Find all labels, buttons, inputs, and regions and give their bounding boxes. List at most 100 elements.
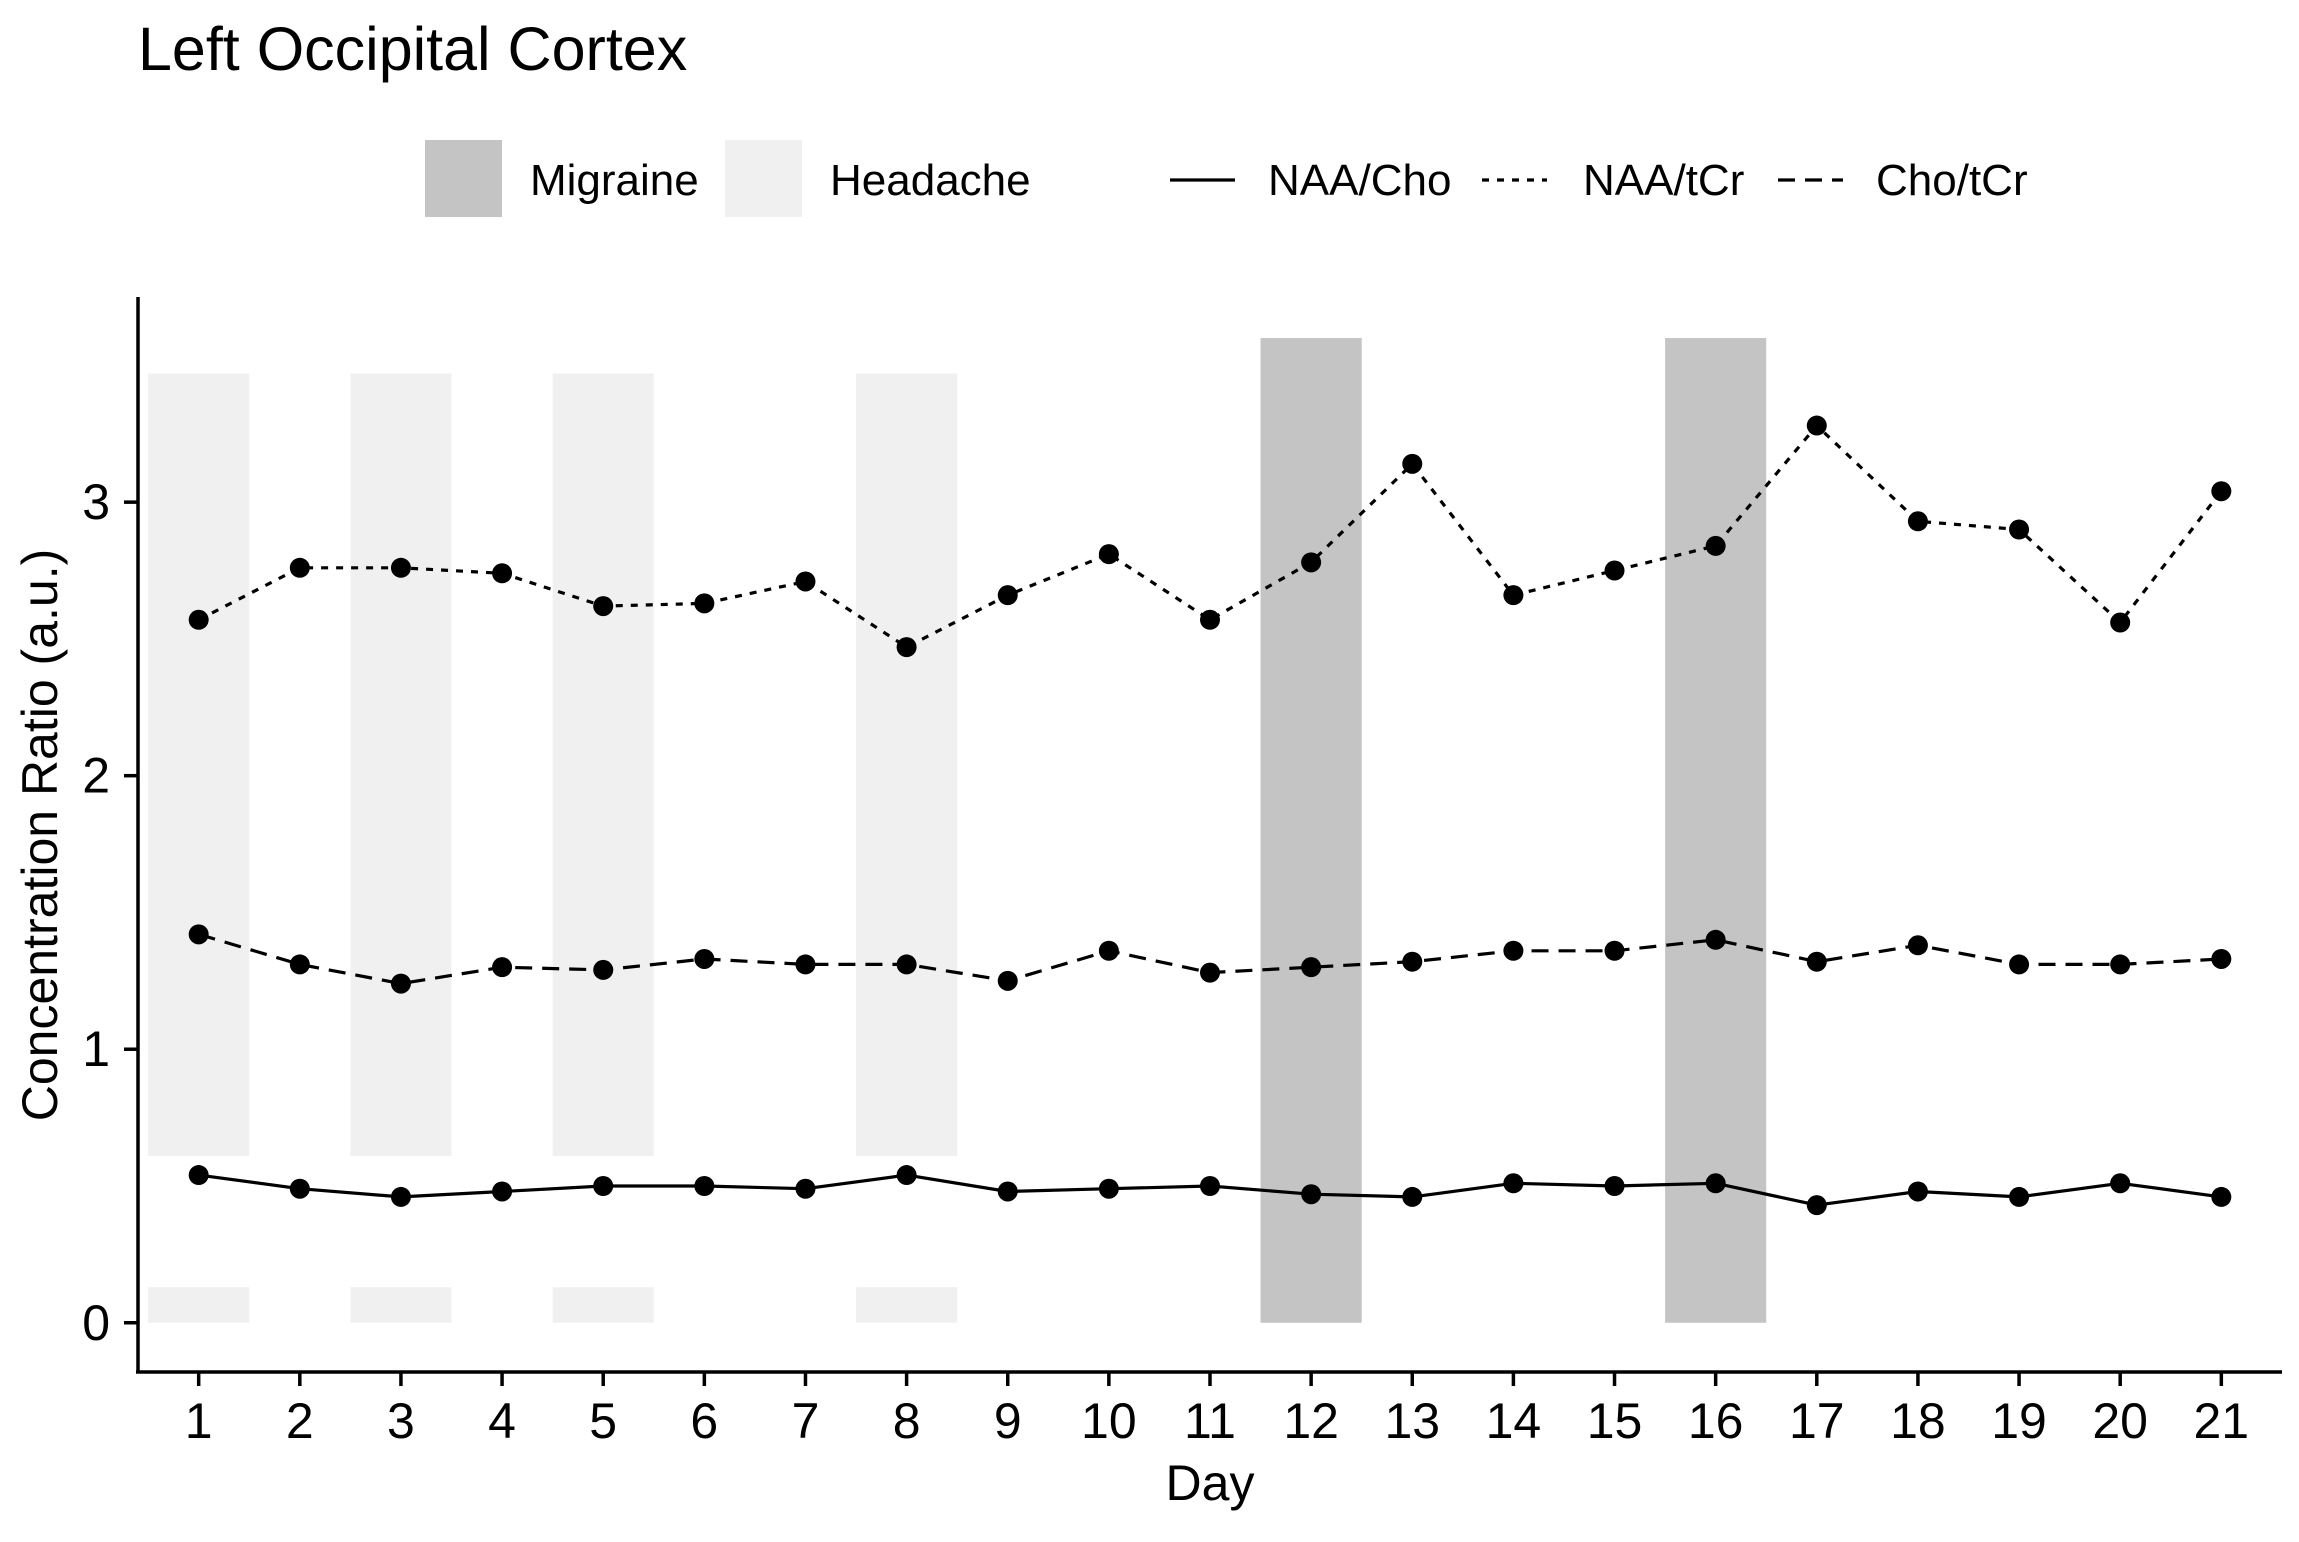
legend-label-cho-tcr: Cho/tCr (1876, 156, 2028, 205)
migraine-band-day-16 (1665, 338, 1767, 1323)
point-cho-tcr-day-19 (2009, 954, 2030, 975)
point-naa-tcr-day-8 (896, 637, 917, 658)
point-cho-tcr-day-3 (390, 973, 411, 994)
headache-base-day-5 (552, 1287, 654, 1323)
x-tick-label-18: 18 (1890, 1393, 1946, 1449)
point-naa-cho-day-6 (694, 1175, 715, 1196)
headache-band-day-1 (148, 373, 250, 1156)
legend: Migraine Headache NAA/Cho NAA/tCr Cho/tC… (425, 140, 2028, 217)
point-naa-cho-day-9 (997, 1181, 1018, 1202)
x-tick-label-14: 14 (1486, 1393, 1542, 1449)
chart-title: Left Occipital Cortex (138, 15, 687, 83)
x-tick-label-15: 15 (1587, 1393, 1643, 1449)
x-tick-label-6: 6 (690, 1393, 718, 1449)
point-naa-cho-day-10 (1098, 1178, 1119, 1199)
point-cho-tcr-day-8 (896, 954, 917, 975)
point-naa-cho-day-18 (1907, 1181, 1928, 1202)
point-cho-tcr-day-12 (1301, 957, 1322, 978)
point-naa-tcr-day-20 (2110, 612, 2131, 633)
point-naa-cho-day-5 (593, 1175, 614, 1196)
x-tick-label-10: 10 (1081, 1393, 1137, 1449)
series-lines (197, 424, 2223, 1207)
legend-label-naa-cho: NAA/Cho (1268, 156, 1451, 205)
x-tick-label-21: 21 (2194, 1393, 2250, 1449)
x-tick-label-17: 17 (1789, 1393, 1845, 1449)
point-naa-tcr-day-7 (795, 571, 816, 592)
x-tick-label-19: 19 (1991, 1393, 2047, 1449)
point-naa-tcr-day-12 (1301, 552, 1322, 573)
series-line-naa-tcr (197, 424, 2223, 649)
point-naa-tcr-day-15 (1604, 560, 1625, 581)
x-tick-label-2: 2 (286, 1393, 314, 1449)
point-naa-tcr-day-5 (593, 596, 614, 617)
point-naa-tcr-day-1 (188, 609, 209, 630)
point-naa-cho-day-7 (795, 1178, 816, 1199)
x-tick-label-16: 16 (1688, 1393, 1744, 1449)
point-naa-tcr-day-18 (1907, 511, 1928, 532)
point-cho-tcr-day-7 (795, 954, 816, 975)
point-cho-tcr-day-20 (2110, 954, 2131, 975)
legend-label-naa-tcr: NAA/tCr (1583, 156, 1744, 205)
y-tick-label-0: 0 (82, 1295, 110, 1351)
point-naa-tcr-day-3 (390, 557, 411, 578)
y-tick-label-2: 2 (82, 748, 110, 804)
point-cho-tcr-day-5 (593, 959, 614, 980)
x-tick-label-5: 5 (589, 1393, 617, 1449)
point-naa-tcr-day-10 (1098, 544, 1119, 565)
point-cho-tcr-day-9 (997, 970, 1018, 991)
point-naa-tcr-day-13 (1402, 453, 1423, 474)
point-naa-tcr-day-14 (1503, 585, 1524, 606)
headache-base-day-8 (856, 1287, 958, 1323)
x-axis-label: Day (1166, 1455, 1255, 1511)
legend-swatch-headache (725, 140, 802, 217)
point-naa-cho-day-13 (1402, 1186, 1423, 1207)
point-naa-cho-day-3 (390, 1186, 411, 1207)
point-naa-cho-day-15 (1604, 1175, 1625, 1196)
x-tick-label-9: 9 (994, 1393, 1022, 1449)
x-tick-label-4: 4 (488, 1393, 516, 1449)
point-naa-tcr-day-16 (1705, 535, 1726, 556)
point-naa-cho-day-11 (1200, 1175, 1220, 1196)
point-cho-tcr-day-21 (2211, 948, 2232, 969)
shaded-regions (148, 338, 1767, 1323)
headache-band-day-8 (856, 373, 958, 1156)
point-naa-tcr-day-17 (1806, 415, 1827, 436)
point-cho-tcr-day-10 (1098, 940, 1119, 961)
y-axis-label: Concentration Ratio (a.u.) (12, 549, 68, 1122)
point-naa-tcr-day-6 (694, 593, 715, 614)
point-naa-tcr-day-11 (1200, 609, 1220, 630)
point-naa-cho-day-12 (1301, 1184, 1322, 1205)
point-naa-cho-day-4 (492, 1181, 513, 1202)
point-cho-tcr-day-1 (188, 924, 209, 945)
point-cho-tcr-day-15 (1604, 940, 1625, 961)
x-tick-label-20: 20 (2092, 1393, 2148, 1449)
y-tick-label-3: 3 (82, 474, 110, 530)
point-naa-cho-day-17 (1806, 1195, 1827, 1216)
point-naa-tcr-day-4 (492, 563, 513, 584)
point-naa-cho-day-14 (1503, 1173, 1524, 1194)
x-tick-label-3: 3 (387, 1393, 415, 1449)
point-naa-cho-day-20 (2110, 1173, 2131, 1194)
point-naa-cho-day-19 (2009, 1186, 2030, 1207)
point-naa-cho-day-8 (896, 1165, 917, 1186)
point-cho-tcr-day-4 (492, 957, 513, 978)
y-tick-label-1: 1 (82, 1021, 110, 1077)
point-cho-tcr-day-14 (1503, 940, 1524, 961)
point-naa-tcr-day-21 (2211, 481, 2232, 502)
axes (136, 297, 2282, 1374)
headache-band-day-3 (350, 373, 452, 1156)
point-naa-tcr-day-2 (289, 557, 310, 578)
legend-label-headache: Headache (830, 156, 1031, 205)
series-points (188, 415, 2232, 1216)
x-tick-label-11: 11 (1184, 1393, 1236, 1449)
migraine-band-day-12 (1260, 338, 1362, 1323)
legend-swatch-migraine (425, 140, 502, 217)
x-tick-label-13: 13 (1384, 1393, 1440, 1449)
point-naa-tcr-day-19 (2009, 519, 2030, 540)
x-tick-label-7: 7 (792, 1393, 820, 1449)
point-cho-tcr-day-2 (289, 954, 310, 975)
point-naa-cho-day-2 (289, 1178, 310, 1199)
point-cho-tcr-day-17 (1806, 951, 1827, 972)
point-cho-tcr-day-11 (1200, 962, 1220, 983)
